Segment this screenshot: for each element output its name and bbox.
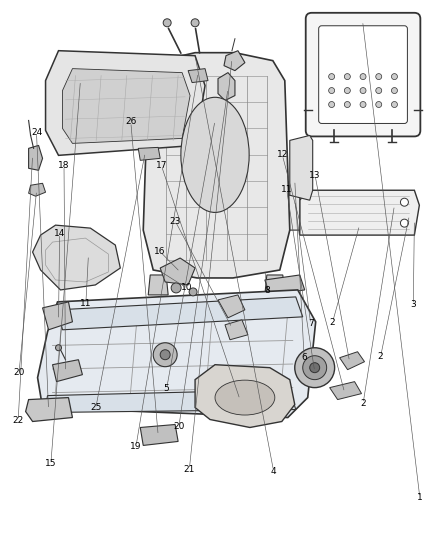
FancyBboxPatch shape (306, 13, 420, 136)
Text: 1: 1 (417, 493, 423, 502)
Text: 15: 15 (45, 458, 57, 467)
Text: 18: 18 (58, 161, 70, 170)
Circle shape (360, 74, 366, 79)
Polygon shape (32, 225, 120, 290)
Polygon shape (290, 135, 313, 200)
Text: 17: 17 (155, 161, 167, 170)
Polygon shape (53, 360, 82, 382)
Text: 11: 11 (80, 299, 92, 308)
Text: 16: 16 (154, 247, 166, 256)
Polygon shape (148, 275, 168, 295)
Text: 2: 2 (360, 399, 366, 408)
Text: 5: 5 (164, 384, 170, 393)
Circle shape (400, 219, 408, 227)
Circle shape (376, 74, 382, 79)
Circle shape (163, 19, 171, 27)
Circle shape (295, 348, 335, 387)
Circle shape (344, 87, 350, 94)
Polygon shape (339, 352, 364, 370)
Circle shape (360, 87, 366, 94)
Circle shape (344, 74, 350, 79)
Text: 10: 10 (180, 283, 192, 292)
Circle shape (310, 362, 320, 373)
Circle shape (376, 87, 382, 94)
Text: 6: 6 (301, 353, 307, 362)
Text: 25: 25 (90, 403, 102, 412)
Polygon shape (195, 365, 295, 427)
Text: 23: 23 (170, 217, 181, 226)
Polygon shape (265, 275, 305, 295)
Circle shape (328, 74, 335, 79)
Circle shape (328, 101, 335, 108)
Text: 26: 26 (125, 117, 137, 126)
Polygon shape (218, 72, 235, 101)
Text: 7: 7 (308, 319, 314, 328)
Circle shape (392, 101, 397, 108)
Circle shape (56, 345, 61, 351)
Text: 11: 11 (281, 185, 293, 194)
Polygon shape (225, 320, 248, 340)
Polygon shape (63, 69, 190, 143)
Text: 19: 19 (130, 441, 142, 450)
Polygon shape (143, 53, 290, 278)
Polygon shape (330, 382, 361, 400)
Text: 8: 8 (264, 286, 270, 295)
Text: 13: 13 (309, 171, 321, 180)
Polygon shape (138, 148, 160, 160)
Polygon shape (28, 146, 42, 171)
Polygon shape (265, 275, 285, 295)
Ellipse shape (181, 98, 249, 213)
Text: 20: 20 (173, 423, 184, 431)
Circle shape (400, 198, 408, 206)
Polygon shape (160, 258, 195, 285)
Circle shape (153, 343, 177, 367)
Text: 12: 12 (277, 150, 288, 159)
Polygon shape (25, 398, 72, 422)
Text: 2: 2 (378, 352, 383, 361)
Polygon shape (46, 51, 205, 155)
Text: 14: 14 (54, 229, 65, 238)
Circle shape (189, 288, 197, 296)
Polygon shape (42, 302, 72, 330)
Circle shape (360, 101, 366, 108)
Circle shape (303, 356, 327, 379)
Text: 4: 4 (271, 466, 276, 475)
Polygon shape (45, 390, 296, 413)
Polygon shape (57, 297, 303, 330)
Circle shape (392, 87, 397, 94)
Polygon shape (28, 183, 46, 196)
Polygon shape (275, 195, 300, 230)
Text: 24: 24 (31, 128, 42, 137)
Polygon shape (38, 290, 316, 417)
Text: 2: 2 (330, 318, 336, 327)
Text: 20: 20 (13, 368, 25, 377)
Text: 21: 21 (184, 465, 195, 474)
Polygon shape (300, 190, 419, 235)
FancyBboxPatch shape (319, 26, 407, 124)
Circle shape (160, 350, 170, 360)
Ellipse shape (215, 380, 275, 415)
Circle shape (328, 87, 335, 94)
Circle shape (376, 101, 382, 108)
Text: 3: 3 (410, 300, 416, 309)
Circle shape (191, 19, 199, 27)
Circle shape (171, 283, 181, 293)
Circle shape (392, 74, 397, 79)
Polygon shape (224, 51, 245, 71)
Circle shape (344, 101, 350, 108)
Polygon shape (188, 69, 208, 83)
Polygon shape (140, 424, 178, 446)
Text: 22: 22 (13, 416, 24, 425)
Polygon shape (218, 295, 245, 318)
